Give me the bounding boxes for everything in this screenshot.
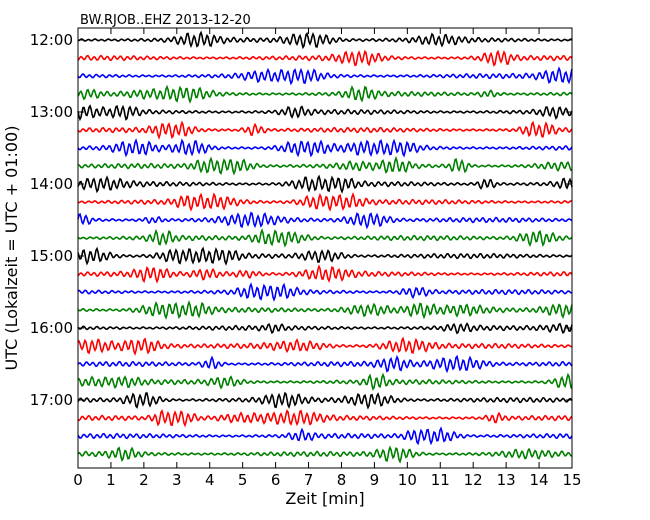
x-tick-label-0: 0 [73, 471, 83, 489]
trace-row-23 [77, 426, 573, 446]
x-tick-label-13: 13 [497, 471, 516, 489]
x-tick-label-8: 8 [337, 471, 347, 489]
trace-row-21 [77, 391, 573, 410]
y-axis-label: UTC (Lokalzeit = UTC + 01:00) [2, 126, 21, 371]
y-tick-label-14:00: 14:00 [30, 175, 73, 193]
trace-row-16 [77, 300, 573, 320]
x-tick-label-7: 7 [304, 471, 314, 489]
x-tick-label-10: 10 [398, 471, 417, 489]
trace-row-13 [77, 246, 573, 266]
trace-row-8 [77, 156, 573, 176]
trace-row-14 [77, 264, 573, 284]
trace-row-18 [77, 336, 573, 356]
trace-row-5 [77, 104, 573, 122]
y-tick-label-17:00: 17:00 [30, 391, 73, 409]
y-tick-label-13:00: 13:00 [30, 103, 73, 121]
y-tick-label-12:00: 12:00 [30, 31, 73, 49]
trace-row-11 [77, 211, 573, 230]
x-tick-label-6: 6 [271, 471, 281, 489]
y-tick-label-16:00: 16:00 [30, 319, 73, 337]
trace-row-20 [77, 372, 573, 391]
x-tick-label-3: 3 [172, 471, 182, 489]
trace-row-22 [77, 409, 573, 428]
x-tick-label-9: 9 [370, 471, 380, 489]
y-axis: 12:00 13:00 14:00 15:00 16:00 17:00 [30, 31, 572, 409]
x-tick-label-14: 14 [530, 471, 549, 489]
x-tick-label-1: 1 [106, 471, 116, 489]
trace-row-6 [77, 120, 573, 140]
x-axis-label: Zeit [min] [285, 489, 364, 508]
y-tick-label-15:00: 15:00 [30, 247, 73, 265]
trace-row-17 [77, 322, 573, 335]
x-tick-label-2: 2 [139, 471, 149, 489]
trace-row-19 [77, 354, 573, 374]
x-tick-label-12: 12 [464, 471, 483, 489]
x-tick-label-15: 15 [562, 471, 581, 489]
x-tick-label-5: 5 [238, 471, 248, 489]
trace-row-12 [77, 228, 573, 248]
chart-title: BW.RJOB..EHZ 2013-12-20 [80, 13, 251, 28]
x-axis: 0 1 2 3 4 5 6 7 8 9 10 11 12 13 14 15 [73, 28, 582, 489]
trace-row-7 [77, 138, 573, 158]
trace-row-15 [77, 282, 573, 302]
trace-row-24 [77, 445, 573, 464]
x-tick-label-11: 11 [431, 471, 450, 489]
trace-row-9 [77, 174, 573, 194]
trace-row-1 [77, 30, 573, 50]
x-tick-label-4: 4 [205, 471, 215, 489]
trace-row-4 [77, 84, 573, 104]
plot-frame [77, 27, 573, 469]
trace-row-3 [77, 66, 573, 86]
trace-row-10 [77, 191, 573, 212]
seismic-traces [77, 30, 573, 464]
trace-row-2 [77, 49, 573, 67]
